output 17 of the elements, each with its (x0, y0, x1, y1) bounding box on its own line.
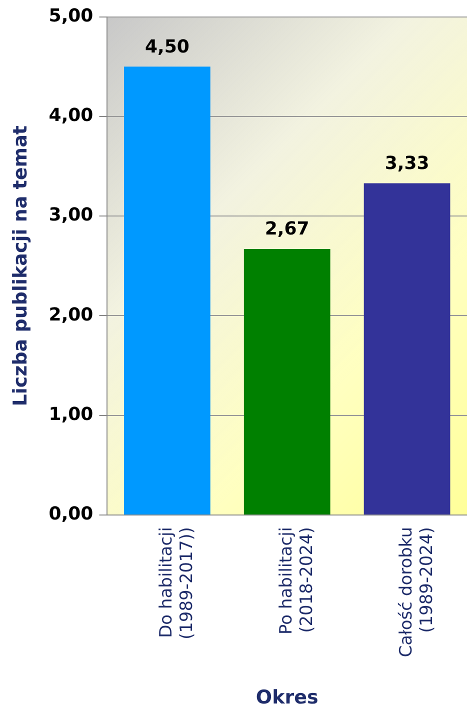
bar (244, 248, 330, 514)
x-tick-label: Do habilitacji (1989-2017)) (156, 526, 197, 640)
y-tick-label: 0,00 (48, 504, 94, 525)
y-tick-label: 5,00 (48, 5, 94, 26)
y-tick-label: 1,00 (48, 404, 94, 426)
data-label: 2,67 (264, 218, 310, 240)
data-label: 4,50 (144, 36, 190, 58)
x-tick-label: Całość dorobku (1989-2024) (396, 526, 437, 658)
bar (124, 66, 210, 514)
y-tick-label: 4,00 (48, 105, 94, 126)
y-axis-title: Liczba publikacji na temat (9, 126, 32, 406)
x-tick-label: Po habilitacji (2018-2024) (276, 526, 317, 634)
y-tick-label: 3,00 (48, 204, 94, 226)
data-label: 3,33 (384, 152, 430, 174)
y-tick-label: 2,00 (48, 304, 94, 326)
bar (364, 183, 450, 514)
x-axis-title: Okres (256, 686, 318, 709)
